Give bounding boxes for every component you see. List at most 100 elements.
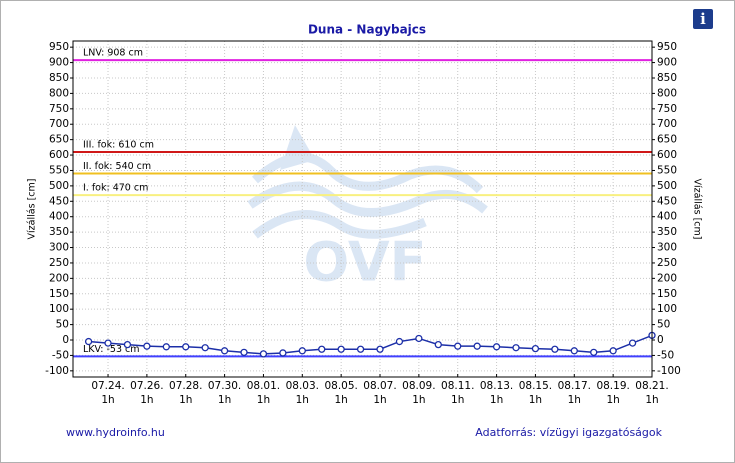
x-tick-hour: 1h (529, 394, 542, 406)
reference-label: I. fok: 470 cm (83, 183, 148, 194)
y2-tick-label: 400 (657, 211, 677, 223)
y-tick-label: 500 (49, 180, 69, 192)
data-point (298, 347, 306, 355)
x-tick-label: 08.17. (558, 380, 591, 392)
data-point (415, 334, 423, 343)
y-tick-label: 800 (49, 87, 69, 99)
data-point (570, 347, 578, 355)
data-point (590, 348, 598, 356)
y-tick-label: 600 (49, 149, 69, 161)
y2-tick-label: 100 (657, 303, 677, 315)
x-tick-hour: 1h (606, 394, 619, 406)
y2-tick-label: 800 (657, 87, 677, 99)
footer-left[interactable]: www.hydroinfo.hu (66, 426, 165, 439)
x-tick-label: 08.15. (519, 380, 552, 392)
x-tick-label: 08.03. (286, 380, 319, 392)
y2-tick-label: 250 (657, 257, 677, 269)
x-tick-label: 07.24. (91, 380, 124, 392)
y2-tick-label: 850 (657, 72, 677, 84)
x-tick-label: 08.01. (247, 380, 280, 392)
y2-tick-label: 550 (657, 164, 677, 176)
y2-tick-label: 150 (657, 288, 677, 300)
x-tick-hour: 1h (140, 394, 153, 406)
y-tick-label: 850 (49, 72, 69, 84)
x-tick-label: 08.07. (363, 380, 396, 392)
reference-label: LNV: 908 cm (83, 48, 143, 59)
y2-tick-label: 350 (657, 226, 677, 238)
x-tick-hour: 1h (101, 394, 114, 406)
info-icon[interactable]: i (700, 10, 706, 28)
data-point (259, 350, 268, 358)
data-point (454, 342, 462, 350)
data-point (162, 343, 170, 351)
y-tick-label: 350 (49, 226, 69, 238)
y-tick-label: 250 (49, 257, 69, 269)
y-tick-label: 750 (49, 103, 69, 115)
x-tick-label: 08.13. (480, 380, 513, 392)
y-tick-label: 950 (49, 41, 69, 53)
data-point (182, 343, 190, 351)
data-point (434, 340, 442, 349)
data-point (628, 339, 637, 347)
y2-tick-label: 0 (657, 334, 664, 346)
info-icon-bg[interactable] (693, 9, 713, 29)
data-point (279, 349, 287, 357)
data-point (512, 344, 520, 352)
reference-label: II. fok: 540 cm (83, 161, 151, 172)
x-tick-label: 07.26. (130, 380, 163, 392)
data-point (123, 340, 132, 349)
x-tick-hour: 1h (179, 394, 192, 406)
y-tick-label: 700 (49, 118, 69, 130)
y2-tick-label: 700 (657, 118, 677, 130)
y-tick-label: 450 (49, 195, 69, 207)
y-tick-label: -50 (52, 349, 69, 361)
x-tick-hour: 1h (257, 394, 270, 406)
x-tick-hour: 1h (645, 394, 658, 406)
y2-tick-label: 650 (657, 134, 677, 146)
x-tick-hour: 1h (490, 394, 503, 406)
y2-tick-label: 300 (657, 242, 677, 254)
data-point (395, 337, 404, 346)
x-tick-hour: 1h (334, 394, 347, 406)
y2-tick-label: 950 (657, 41, 677, 53)
x-tick-label: 07.28. (169, 380, 202, 392)
y2-axis-label: Vízállás [cm] (692, 179, 703, 240)
data-point (201, 344, 209, 352)
y2-tick-label: 500 (657, 180, 677, 192)
plot-border (72, 40, 653, 378)
x-tick-label: 08.21. (635, 380, 668, 392)
x-tick-hour: 1h (412, 394, 425, 406)
y2-tick-label: 450 (657, 195, 677, 207)
y2-tick-label: 750 (657, 103, 677, 115)
data-point (104, 339, 112, 347)
y-tick-label: 100 (49, 303, 69, 315)
y-tick-label: 900 (49, 57, 69, 69)
x-tick-hour: 1h (568, 394, 581, 406)
reference-label: III. fok: 610 cm (83, 139, 154, 150)
y-tick-label: 400 (49, 211, 69, 223)
x-tick-label: 07.30. (208, 380, 241, 392)
x-tick-hour: 1h (218, 394, 231, 406)
y-tick-label: 300 (49, 242, 69, 254)
data-point (143, 342, 151, 350)
data-point (531, 344, 540, 353)
data-point (492, 343, 501, 351)
x-tick-hour: 1h (373, 394, 386, 406)
y-tick-label: 150 (49, 288, 69, 300)
x-tick-hour: 1h (296, 394, 309, 406)
y2-tick-label: -50 (657, 349, 674, 361)
x-tick-label: 08.09. (402, 380, 435, 392)
data-point (376, 345, 384, 353)
x-tick-label: 08.19. (596, 380, 629, 392)
y-tick-label: 50 (56, 319, 69, 331)
y2-tick-label: -100 (657, 365, 681, 377)
y2-tick-label: 200 (657, 272, 677, 284)
y-tick-label: 550 (49, 164, 69, 176)
data-point (240, 348, 248, 356)
y2-tick-label: 900 (657, 57, 677, 69)
data-point (473, 342, 481, 350)
x-tick-label: 08.11. (441, 380, 474, 392)
y-axis-label: Vízállás [cm] (27, 179, 38, 240)
x-tick-hour: 1h (451, 394, 464, 406)
